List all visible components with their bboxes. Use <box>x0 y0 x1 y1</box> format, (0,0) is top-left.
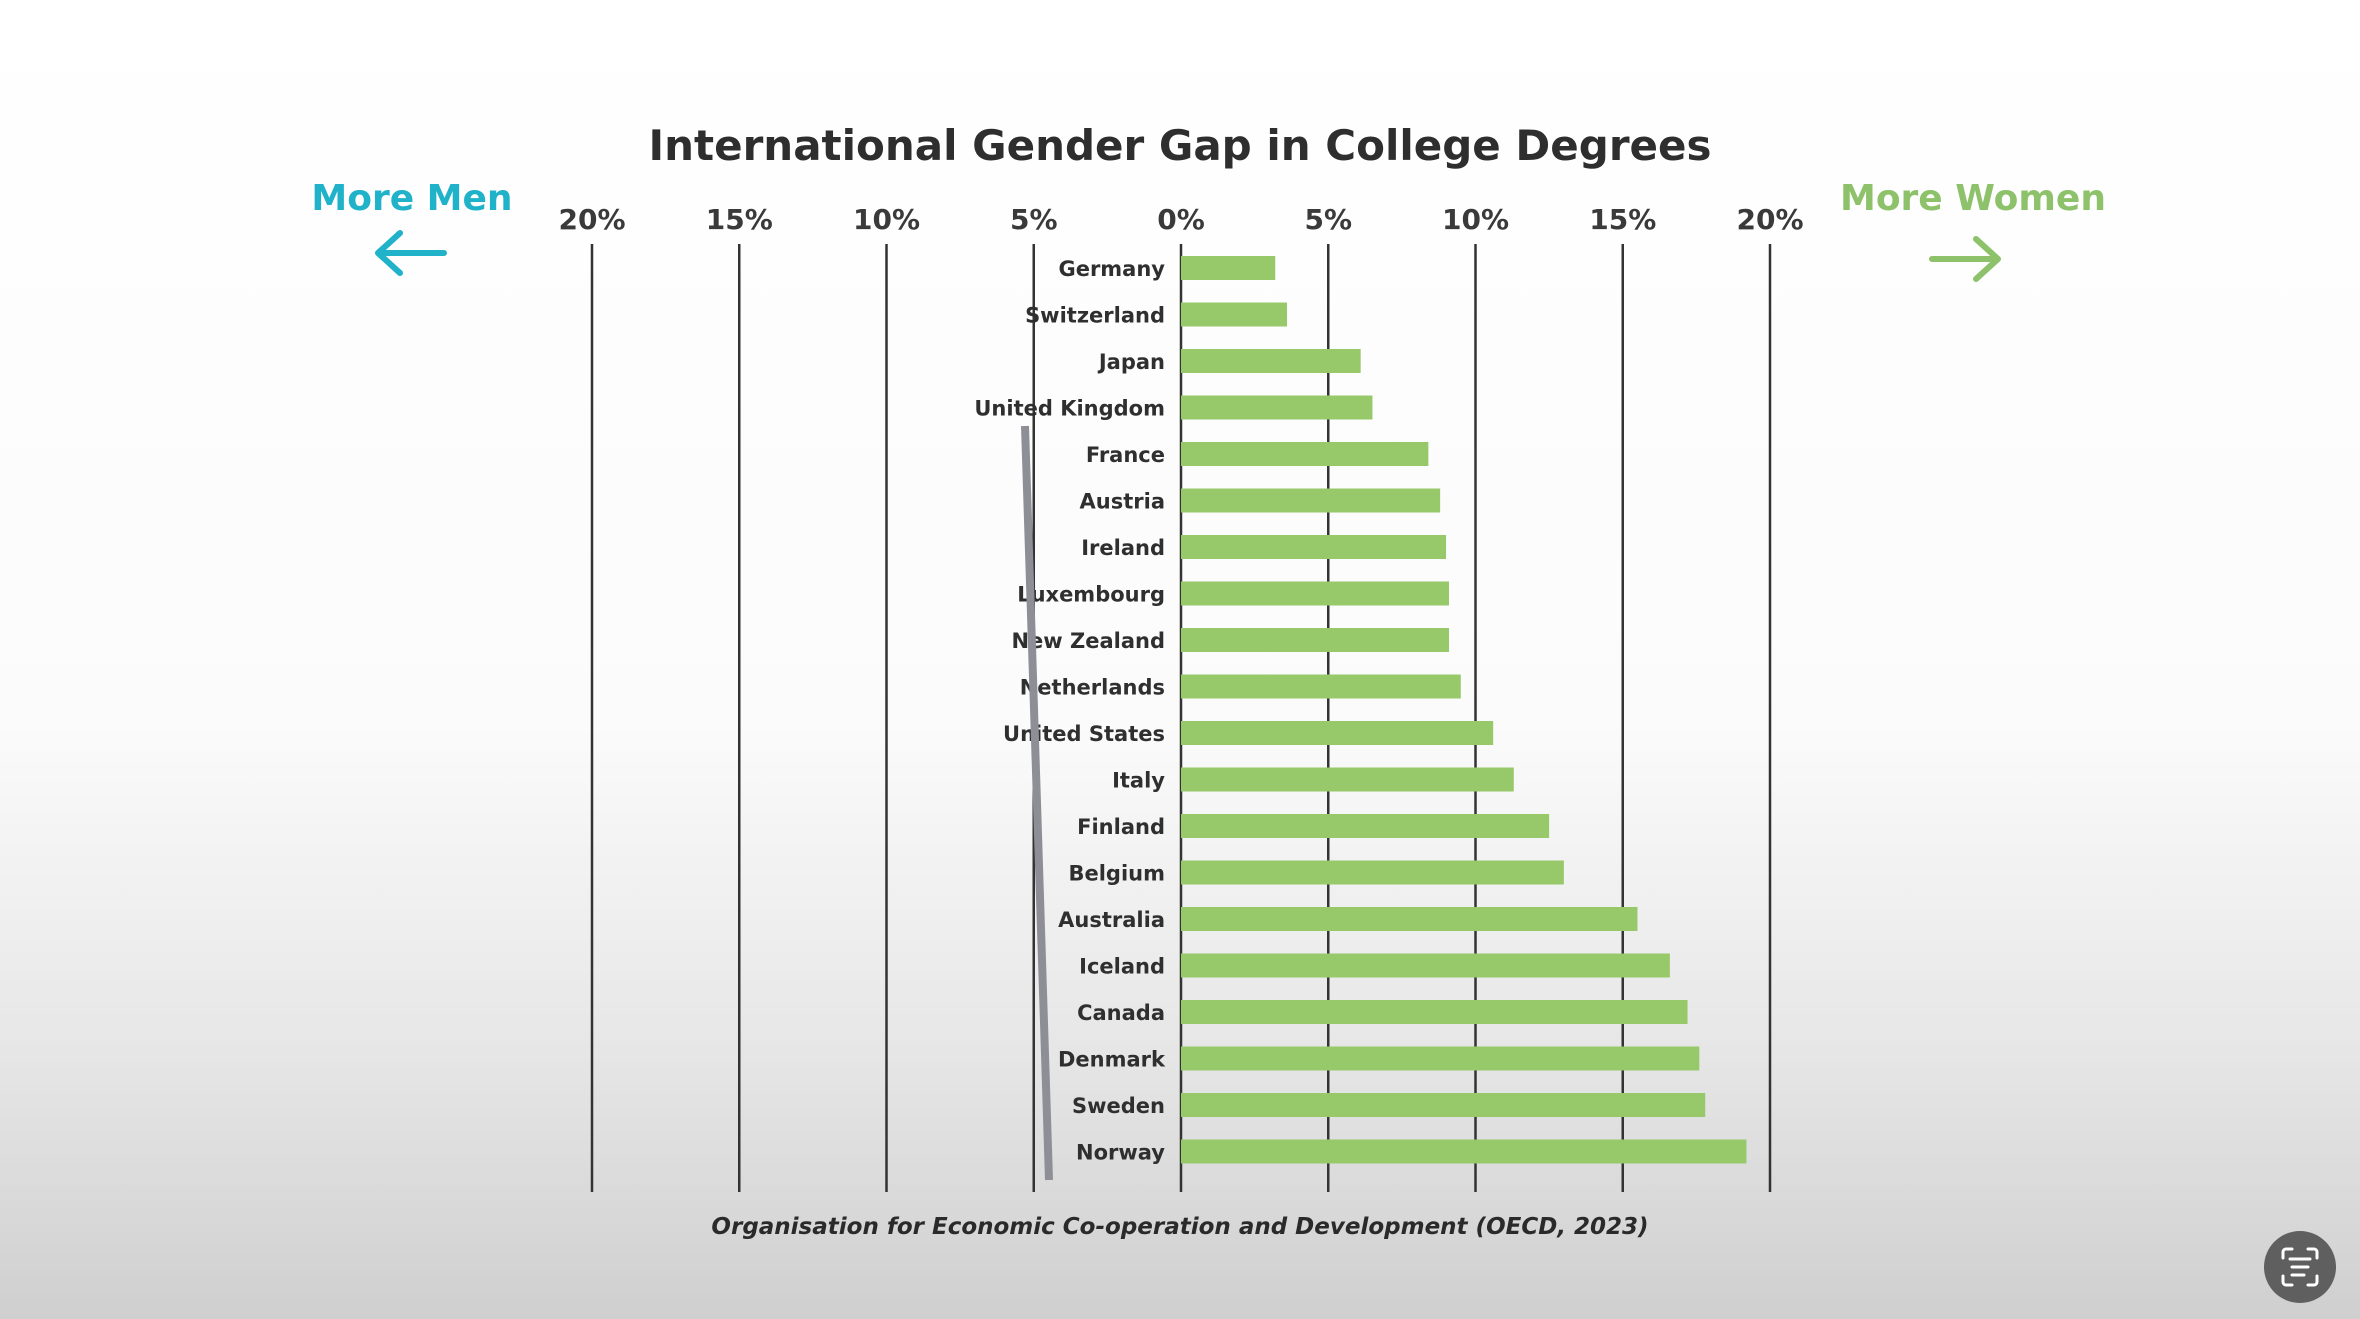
more-women-label: More Women <box>1840 178 2106 219</box>
bar-netherlands <box>1181 674 1461 699</box>
category-label: Norway <box>1076 1141 1165 1165</box>
bar-canada <box>1181 1000 1688 1024</box>
category-label: France <box>1086 443 1165 467</box>
category-label: Germany <box>1058 257 1165 281</box>
tick-label: 20% <box>1736 203 1803 236</box>
bar-norway <box>1181 1139 1747 1164</box>
text-scan-icon <box>2281 1247 2319 1287</box>
gray-marker-line <box>1021 425 1053 1181</box>
tick-label: 20% <box>558 203 625 236</box>
tick-label: 10% <box>1442 203 1509 236</box>
chart-title: International Gender Gap in College Degr… <box>648 121 1711 170</box>
tick-label: 0% <box>1157 203 1205 236</box>
tick-label: 5% <box>1010 203 1058 236</box>
category-label: United States <box>1003 722 1165 746</box>
category-label: Italy <box>1112 769 1165 793</box>
tick-label: 10% <box>853 203 920 236</box>
bar-finland <box>1181 814 1550 838</box>
category-label: Iceland <box>1079 955 1165 979</box>
bar-switzerland <box>1181 302 1288 327</box>
category-label: Belgium <box>1068 862 1165 886</box>
category-label: Netherlands <box>1020 676 1165 700</box>
category-label: Luxembourg <box>1017 583 1165 607</box>
bar-iceland <box>1181 953 1670 978</box>
text-scan-button[interactable] <box>2264 1231 2336 1303</box>
category-label: New Zealand <box>1011 629 1165 653</box>
bar-united-kingdom <box>1181 395 1373 420</box>
bar-japan <box>1181 349 1361 373</box>
tick-label: 5% <box>1304 203 1352 236</box>
category-label: Australia <box>1058 908 1165 932</box>
arrow-left-icon <box>375 230 447 276</box>
bar-sweden <box>1181 1093 1706 1117</box>
bar-luxembourg <box>1181 581 1449 606</box>
bar-austria <box>1181 488 1441 513</box>
bar-new-zealand <box>1181 628 1449 652</box>
category-label: Japan <box>1097 350 1165 374</box>
category-label: Switzerland <box>1025 304 1165 328</box>
category-label: United Kingdom <box>974 397 1165 421</box>
category-label: Finland <box>1077 815 1165 839</box>
bar-denmark <box>1181 1046 1700 1071</box>
bar-united-states <box>1181 721 1494 745</box>
category-label: Denmark <box>1058 1048 1166 1072</box>
arrow-right-icon <box>1929 236 2001 282</box>
category-label: Austria <box>1080 490 1165 514</box>
bar-belgium <box>1181 860 1564 885</box>
bar-italy <box>1181 767 1514 792</box>
more-men-label: More Men <box>311 178 512 219</box>
bar-ireland <box>1181 535 1447 559</box>
bar-germany <box>1181 256 1276 280</box>
bar-france <box>1181 442 1429 466</box>
category-label: Canada <box>1077 1001 1165 1025</box>
tick-label: 15% <box>1589 203 1656 236</box>
category-label: Ireland <box>1081 536 1165 560</box>
tick-label: 15% <box>706 203 773 236</box>
bar-australia <box>1181 907 1638 931</box>
category-label: Sweden <box>1072 1094 1165 1118</box>
source-note: Organisation for Economic Co-operation a… <box>711 1214 1648 1240</box>
